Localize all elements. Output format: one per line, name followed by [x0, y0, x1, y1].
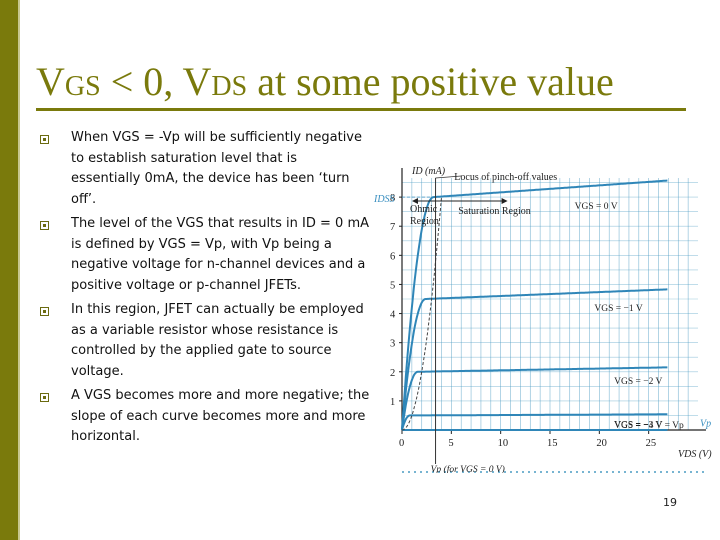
bullet-text: When VGS = -Vp will be sufficiently nega… — [71, 130, 362, 207]
y-tick-label: 8 — [390, 193, 395, 204]
slide-title: VGS < 0, VDS at some positive value — [36, 59, 614, 104]
bullet-text: The level of the VGS that results in ID … — [71, 216, 369, 293]
curve-vgs-1 — [401, 288, 668, 431]
jfet-characteristics-chart: 1 2 3 4 5 6 7 8 0 5 10 15 20 25 ID (mA) VDS (V) IDSS VGS … — [373, 166, 712, 473]
ohmic-arrowhead-icon — [412, 198, 418, 204]
saturation-region-label: Saturation Region — [458, 206, 531, 217]
page-number: 19 — [663, 496, 677, 509]
y-tick-label: 2 — [390, 368, 395, 379]
y-tick-label: 3 — [390, 339, 395, 350]
vp-right-label: Vp — [700, 419, 711, 430]
bullet-marker-icon — [40, 393, 49, 402]
bullet-item: The level of the VGS that results in ID … — [40, 214, 370, 296]
curve-label: VGS = −4 V = Vp — [614, 421, 684, 431]
x-tick-label: 15 — [547, 438, 558, 449]
curve-vgs-2 — [401, 366, 668, 431]
curve-vgs-3 — [401, 413, 668, 431]
title-underline — [36, 108, 686, 111]
bullet-text: In this region, JFET can actually be emp… — [71, 302, 364, 379]
bullet-item: When VGS = -Vp will be sufficiently nega… — [40, 128, 370, 210]
x-tick-label: 20 — [596, 438, 607, 449]
y-tick-label: 6 — [390, 251, 395, 262]
curve-vgs-0 — [401, 179, 668, 431]
curve-label: VGS = −2 V — [614, 377, 662, 387]
y-tick-label: 4 — [390, 310, 396, 321]
y-axis-label: ID (mA) — [411, 166, 446, 177]
vp-bottom-label: Vp (for VGS = 0 V) — [431, 464, 505, 473]
curve-label: VGS = 0 V — [575, 202, 618, 212]
idss-label: IDSS — [373, 194, 395, 205]
x-tick-label: 5 — [448, 438, 453, 449]
bullet-list: When VGS = -Vp will be sufficiently nega… — [40, 128, 370, 452]
x-axis-label: VDS (V) — [678, 449, 712, 460]
x-tick-label: 10 — [498, 438, 509, 449]
y-tick-label: 7 — [390, 222, 395, 233]
bullet-marker-icon — [40, 221, 49, 230]
bullet-text: A VGS becomes more and more negative; th… — [71, 388, 370, 444]
left-accent-bar — [0, 0, 18, 540]
left-accent-stripe — [18, 0, 20, 540]
bullet-marker-icon — [40, 307, 49, 316]
y-tick-label: 1 — [390, 397, 395, 408]
bullet-item: A VGS becomes more and more negative; th… — [40, 386, 370, 448]
bullet-marker-icon — [40, 135, 49, 144]
x-tick-label: 25 — [646, 438, 657, 449]
bullet-item: In this region, JFET can actually be emp… — [40, 300, 370, 382]
x-tick-label: 0 — [399, 438, 404, 449]
ohmic-region-label: Region — [410, 216, 439, 227]
y-tick-label: 5 — [390, 280, 395, 291]
ohmic-region-label: Ohmic — [410, 204, 438, 215]
locus-pointer-line — [435, 175, 462, 179]
pinch-off-locus-curve — [401, 197, 442, 431]
saturation-arrowhead-icon — [501, 198, 508, 204]
curve-label: VGS = −1 V — [594, 304, 642, 314]
curve-label: VGS = −3 V — [614, 420, 662, 430]
locus-annotation: Locus of pinch-off values — [454, 172, 557, 183]
